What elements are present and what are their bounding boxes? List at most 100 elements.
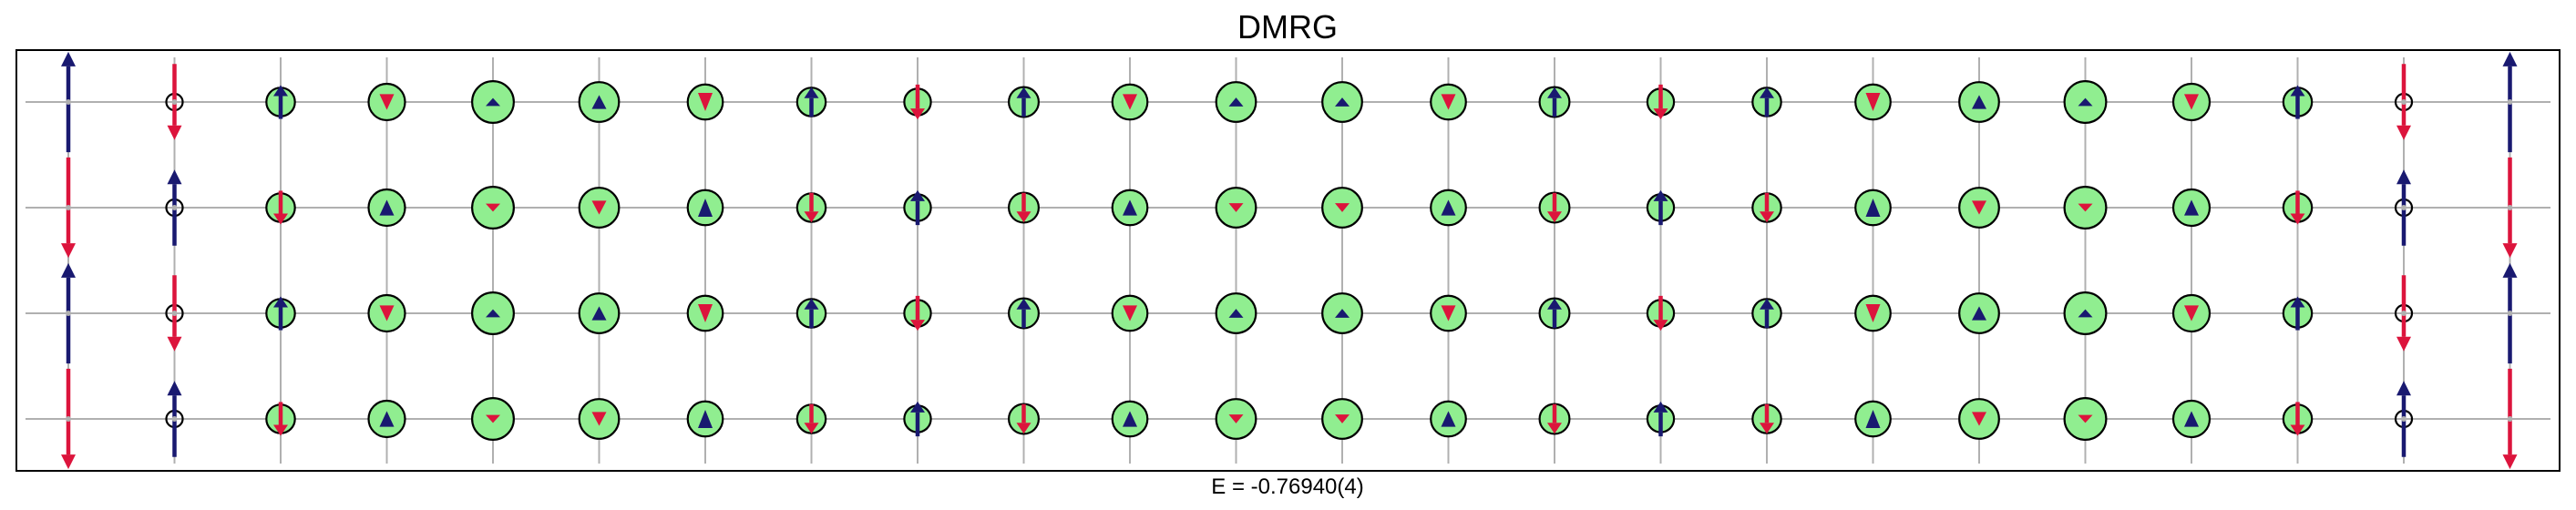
spin-down-arrow xyxy=(2396,64,2411,140)
spin-up-arrow xyxy=(2396,381,2411,457)
spin-down-arrow xyxy=(1016,192,1031,223)
spin-up-arrow xyxy=(167,169,182,246)
spin-up-arrow xyxy=(1865,199,1881,217)
site-dot xyxy=(66,205,71,210)
spin-down-arrow xyxy=(2290,190,2305,225)
spin-up-arrow xyxy=(273,296,288,331)
spin-up-arrow xyxy=(2184,199,2199,216)
spin-up-arrow xyxy=(1441,411,1456,427)
spin-down-arrow xyxy=(1016,403,1031,434)
spin-down-arrow xyxy=(379,94,395,110)
spin-up-arrow xyxy=(1972,95,1986,109)
spin-up-arrow xyxy=(698,199,713,217)
site-dot xyxy=(171,311,178,316)
spin-down-arrow xyxy=(1547,192,1562,223)
spin-up-arrow xyxy=(1123,199,1137,216)
spin-down-arrow xyxy=(1972,412,1986,426)
spin-up-arrow xyxy=(486,97,500,107)
site-dot xyxy=(2401,311,2407,316)
spin-down-arrow xyxy=(910,84,925,120)
spin-down-arrow xyxy=(273,402,288,436)
site-dot xyxy=(2507,416,2513,422)
spin-up-arrow xyxy=(1228,309,1244,318)
spin-up-arrow xyxy=(2502,262,2518,364)
spin-up-arrow xyxy=(1760,87,1774,117)
spin-down-arrow xyxy=(804,192,819,223)
spin-down-arrow xyxy=(167,275,182,352)
spin-up-arrow xyxy=(379,411,395,427)
spin-down-arrow xyxy=(698,93,713,111)
spin-up-arrow xyxy=(1335,97,1350,107)
spin-up-arrow xyxy=(1016,87,1031,117)
spin-down-arrow xyxy=(167,64,182,140)
site-dot xyxy=(66,311,71,316)
site-dot xyxy=(66,99,71,105)
spin-down-arrow xyxy=(2396,275,2411,352)
site-dot xyxy=(2507,99,2513,105)
spin-down-arrow xyxy=(591,412,607,426)
spin-down-arrow xyxy=(1441,94,1456,110)
spin-up-arrow xyxy=(1228,97,1244,107)
spin-up-arrow xyxy=(2290,85,2305,119)
spin-down-arrow xyxy=(2078,203,2093,212)
site-dot xyxy=(2507,311,2513,316)
spin-down-arrow xyxy=(1335,203,1350,212)
x-axis-label: E = -0.76940(4) xyxy=(1211,474,1363,499)
spin-up-arrow xyxy=(167,381,182,457)
spin-up-arrow xyxy=(1653,189,1668,226)
site-dot xyxy=(171,99,178,105)
spin-down-arrow xyxy=(273,190,288,225)
spin-down-arrow xyxy=(61,368,76,470)
spin-up-arrow xyxy=(1335,309,1350,318)
spin-up-arrow xyxy=(591,95,607,109)
spin-up-arrow xyxy=(486,309,500,318)
spin-down-arrow xyxy=(2184,305,2199,321)
spin-down-arrow xyxy=(1653,295,1668,332)
spin-up-arrow xyxy=(804,87,819,117)
spin-up-arrow xyxy=(591,306,607,321)
spin-down-arrow xyxy=(1228,414,1244,423)
spin-down-arrow xyxy=(1228,203,1244,212)
spin-up-arrow xyxy=(61,262,76,364)
spin-down-arrow xyxy=(486,203,500,212)
spin-down-arrow xyxy=(61,157,76,259)
spin-down-arrow xyxy=(2502,157,2518,259)
spin-down-arrow xyxy=(1123,94,1137,110)
site-dot xyxy=(2401,205,2407,210)
plot-frame xyxy=(15,49,2561,472)
spin-down-arrow xyxy=(2184,94,2199,110)
spin-down-arrow xyxy=(486,414,500,423)
spin-down-arrow xyxy=(1865,304,1881,322)
chart-title: DMRG xyxy=(1237,8,1338,46)
spin-down-arrow xyxy=(698,304,713,322)
site-dot xyxy=(171,416,178,422)
site-dot xyxy=(2401,99,2407,105)
spin-down-arrow xyxy=(1335,414,1350,423)
site-dot xyxy=(66,416,71,422)
spin-up-arrow xyxy=(910,189,925,226)
spin-down-arrow xyxy=(591,200,607,215)
spin-down-arrow xyxy=(1760,403,1774,434)
spin-up-arrow xyxy=(273,85,288,119)
spin-up-arrow xyxy=(2502,51,2518,153)
spin-down-arrow xyxy=(804,403,819,434)
spin-up-arrow xyxy=(1547,298,1562,329)
spin-down-arrow xyxy=(1760,192,1774,223)
spin-up-arrow xyxy=(2078,97,2093,107)
site-dot xyxy=(171,205,178,210)
spin-up-arrow xyxy=(804,298,819,329)
spin-down-arrow xyxy=(379,305,395,321)
spin-up-arrow xyxy=(1865,410,1881,428)
spin-down-arrow xyxy=(1972,200,1986,215)
site-dot xyxy=(2401,416,2407,422)
site-dot xyxy=(2507,205,2513,210)
spin-down-arrow xyxy=(1123,305,1137,321)
spin-up-arrow xyxy=(2290,296,2305,331)
spin-down-arrow xyxy=(1653,84,1668,120)
spin-up-arrow xyxy=(1547,87,1562,117)
spin-up-arrow xyxy=(2184,411,2199,427)
spin-up-arrow xyxy=(1760,298,1774,329)
hole-density-circles xyxy=(165,80,2414,441)
spin-down-arrow xyxy=(1441,305,1456,321)
